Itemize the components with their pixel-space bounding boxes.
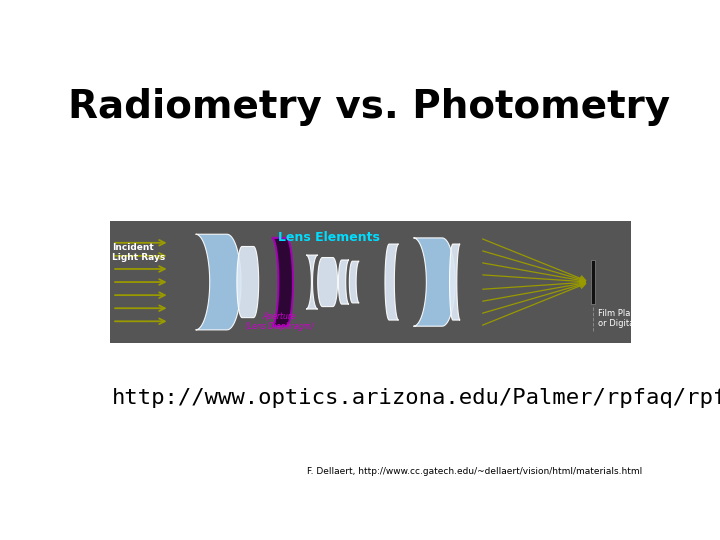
Polygon shape [271, 238, 293, 326]
Polygon shape [237, 246, 258, 318]
Text: Radiometry vs. Photometry: Radiometry vs. Photometry [68, 87, 670, 126]
Bar [590, 260, 595, 304]
Bar [109, 221, 631, 343]
Text: Lens Elements: Lens Elements [278, 231, 379, 244]
Polygon shape [449, 244, 460, 320]
Polygon shape [306, 255, 318, 309]
Text: Aperture
(Lens Diaphragm): Aperture (Lens Diaphragm) [245, 312, 313, 331]
Polygon shape [338, 260, 349, 304]
Polygon shape [318, 258, 338, 307]
Polygon shape [196, 234, 241, 330]
Polygon shape [413, 238, 455, 326]
Text: http://www.optics.arizona.edu/Palmer/rpfaq/rpfaq.htm: http://www.optics.arizona.edu/Palmer/rpf… [112, 388, 720, 408]
Text: Film Plane
or Digital Sensor: Film Plane or Digital Sensor [598, 309, 668, 328]
Text: Incident
Light Rays: Incident Light Rays [112, 243, 166, 262]
Polygon shape [385, 244, 399, 320]
Text: F. Dellaert, http://www.cc.gatech.edu/~dellaert/vision/html/materials.html: F. Dellaert, http://www.cc.gatech.edu/~d… [307, 468, 642, 476]
Polygon shape [349, 261, 359, 303]
